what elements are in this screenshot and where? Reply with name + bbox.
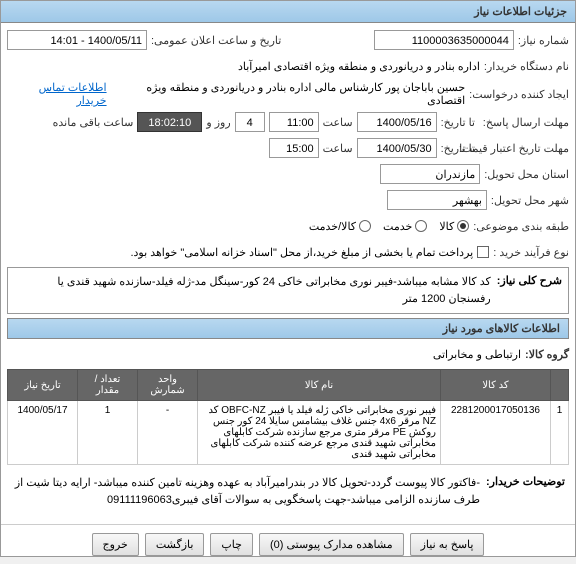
category-label: طبقه بندی موضوعی: <box>473 220 569 233</box>
radio-goods-label: کالا <box>439 220 454 233</box>
respond-button[interactable]: پاسخ به نیاز <box>410 533 485 556</box>
province-field: مازندران <box>380 164 480 184</box>
window-title: جزئیات اطلاعات نیاز <box>1 1 575 23</box>
buyer-note-label: توضیحات خریدار: <box>486 475 565 508</box>
col-name: نام کالا <box>198 370 441 401</box>
cell-name: فیبر نوری مخابراتی خاکی ژله فیلد یا فیبر… <box>198 401 441 465</box>
button-bar: پاسخ به نیاز مشاهده مدارک پیوستی (0) چاپ… <box>1 524 575 564</box>
cell-qty: 1 <box>78 401 138 465</box>
group-label: گروه کالا: <box>525 348 569 361</box>
process-checkbox[interactable] <box>477 246 489 258</box>
validity-date-field: 1400/05/30 <box>357 138 437 158</box>
contact-link[interactable]: اطلاعات تماس خریدار <box>7 81 107 107</box>
buyer-org-label: نام دستگاه خریدار: <box>484 60 569 73</box>
remaining-label: ساعت باقی مانده <box>53 116 134 129</box>
day-and-label: روز و <box>206 116 230 129</box>
buyer-note-box: توضیحات خریدار: -فاکتور کالا پیوست گردد-… <box>7 471 569 512</box>
deadline-label: مهلت ارسال پاسخ: <box>479 116 569 129</box>
radio-goods[interactable]: کالا <box>439 220 469 233</box>
need-title-label: شرح کلی نیاز: <box>497 274 562 307</box>
radio-goods-icon <box>457 220 469 232</box>
col-qty: تعداد / مقدار <box>78 370 138 401</box>
city-label: شهر محل تحویل: <box>491 194 569 207</box>
buyer-org-value: اداره بنادر و دریانوردی و منطقه ویژه اقت… <box>238 60 480 73</box>
radio-goods-service-icon <box>359 220 371 232</box>
announce-field: 1400/05/11 - 14:01 <box>7 30 147 50</box>
need-title-text: کد کالا مشابه میباشد-فیبر نوری مخابراتی … <box>14 274 491 307</box>
group-value: ارتباطی و مخابراتی <box>433 348 521 361</box>
requester-value: حسین باباجان پور کارشناس مالی اداره بناد… <box>111 81 466 107</box>
print-button[interactable]: چاپ <box>210 533 253 556</box>
exit-button[interactable]: خروج <box>92 533 139 556</box>
buyer-note-text: -فاکتور کالا پیوست گردد-تحویل کالا در بن… <box>11 475 480 508</box>
need-description-box: شرح کلی نیاز: کد کالا مشابه میباشد-فیبر … <box>7 267 569 314</box>
deadline-date-field: 1400/05/16 <box>357 112 437 132</box>
back-button[interactable]: بازگشت <box>145 533 205 556</box>
countdown-field: 18:02:10 <box>137 112 202 132</box>
category-radio-group: کالا خدمت کالا/خدمت <box>309 220 469 233</box>
items-section-header: اطلاعات کالاهای مورد نیاز <box>7 318 569 339</box>
col-unit: واحد شمارش <box>138 370 198 401</box>
attachments-button[interactable]: مشاهده مدارک پیوستی (0) <box>259 533 404 556</box>
cell-code: 2281200017050136 <box>441 401 551 465</box>
days-field: 4 <box>235 112 265 132</box>
radio-service-icon <box>415 220 427 232</box>
radio-goods-service[interactable]: کالا/خدمت <box>309 220 371 233</box>
requester-label: ایجاد کننده درخواست: <box>469 88 569 101</box>
need-number-label: شماره نیاز: <box>518 34 569 47</box>
city-field: بهشهر <box>387 190 487 210</box>
table-header-row: کد کالا نام کالا واحد شمارش تعداد / مقدا… <box>8 370 569 401</box>
main-window: جزئیات اطلاعات نیاز شماره نیاز: 11000036… <box>0 0 576 557</box>
table-row[interactable]: 1 2281200017050136 فیبر نوری مخابراتی خا… <box>8 401 569 465</box>
radio-service-label: خدمت <box>383 220 412 233</box>
cell-idx: 1 <box>551 401 569 465</box>
cell-unit: - <box>138 401 198 465</box>
validity-until-label: تا تاریخ: <box>441 142 475 155</box>
process-label: نوع فرآیند خرید : <box>493 246 569 259</box>
announce-label: تاریخ و ساعت اعلان عمومی: <box>151 34 281 47</box>
validity-label: مهلت تاریخ اعتبار قیمت: <box>479 142 569 155</box>
process-note: پرداخت تمام یا بخشی از مبلغ خرید،از محل … <box>130 246 473 259</box>
deadline-hour-field: 11:00 <box>269 112 319 132</box>
col-code: کد کالا <box>441 370 551 401</box>
cell-date: 1400/05/17 <box>8 401 78 465</box>
need-number-field: 1100003635000044 <box>374 30 514 50</box>
province-label: استان محل تحویل: <box>484 168 569 181</box>
col-idx <box>551 370 569 401</box>
radio-goods-service-label: کالا/خدمت <box>309 220 356 233</box>
hour-label-1: ساعت <box>323 116 353 129</box>
radio-service[interactable]: خدمت <box>383 220 427 233</box>
col-date: تاریخ نیاز <box>8 370 78 401</box>
validity-hour-field: 15:00 <box>269 138 319 158</box>
until-label: تا تاریخ: <box>441 116 475 129</box>
content-area: شماره نیاز: 1100003635000044 تاریخ و ساع… <box>1 23 575 518</box>
items-table: کد کالا نام کالا واحد شمارش تعداد / مقدا… <box>7 369 569 465</box>
hour-label-2: ساعت <box>323 142 353 155</box>
